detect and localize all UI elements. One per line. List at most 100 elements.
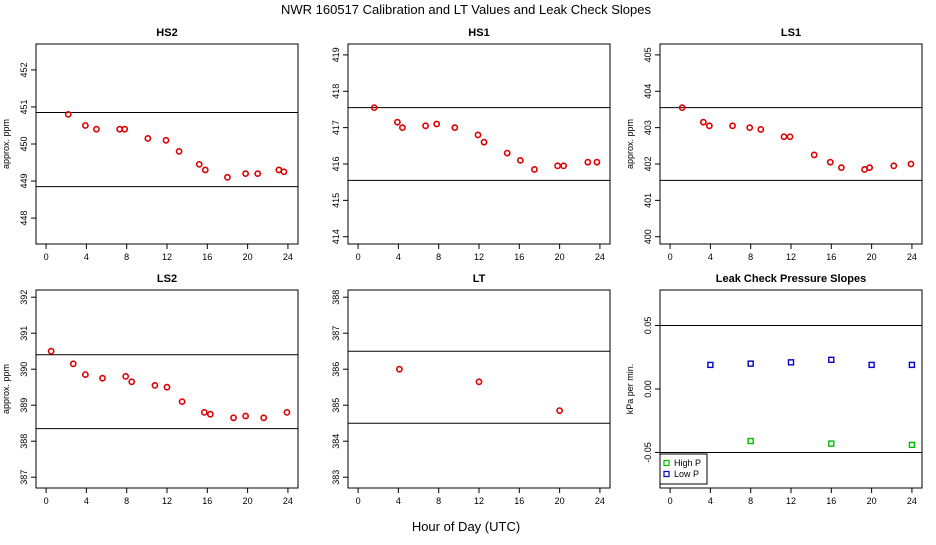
data-point bbox=[746, 124, 754, 132]
data-point bbox=[554, 162, 561, 170]
y-tick-label: 402 bbox=[643, 156, 653, 171]
data-point bbox=[254, 170, 262, 178]
data-point bbox=[503, 149, 511, 157]
data-point bbox=[99, 374, 106, 382]
legend-swatch bbox=[663, 470, 670, 478]
data-point bbox=[175, 148, 183, 155]
x-tick-label: 16 bbox=[202, 252, 212, 262]
x-tick-label: 12 bbox=[162, 252, 172, 262]
y-tick-label: 383 bbox=[331, 470, 341, 485]
data-point bbox=[757, 126, 765, 133]
data-point bbox=[908, 441, 916, 449]
chart-panel: HS1 0 4 8 12 16 20 24 414 415 416 417 418 419 bbox=[331, 27, 611, 262]
panel-title: LS2 bbox=[157, 273, 177, 285]
x-tick-label: 24 bbox=[595, 496, 605, 506]
data-point bbox=[47, 347, 55, 355]
y-axis-label: kPa per min. bbox=[625, 364, 635, 415]
x-tick-label: 4 bbox=[708, 496, 713, 506]
data-point bbox=[707, 361, 714, 369]
chart-panel: LS2 0 4 8 12 16 20 24 387 388 389 390 391 392 approx. … bbox=[1, 273, 299, 506]
x-tick-label: 24 bbox=[283, 496, 293, 506]
x-tick-label: 12 bbox=[786, 496, 796, 506]
y-axis-label: approx. ppm bbox=[625, 119, 635, 169]
data-point bbox=[370, 104, 378, 112]
data-point bbox=[556, 407, 564, 414]
data-point bbox=[480, 138, 488, 146]
data-point bbox=[705, 122, 713, 130]
chart-panel: LT 0 4 8 12 16 20 24 383 384 385 386 387 388 bbox=[331, 273, 611, 506]
data-point bbox=[747, 437, 754, 445]
y-tick-label: 415 bbox=[331, 193, 341, 208]
x-tick-label: 8 bbox=[124, 252, 129, 262]
y-tick-label: 405 bbox=[643, 47, 653, 62]
x-tick-label: 4 bbox=[396, 252, 401, 262]
data-point bbox=[224, 173, 231, 181]
data-point bbox=[393, 118, 401, 126]
data-point bbox=[747, 360, 754, 367]
y-axis-label: approx. ppm bbox=[1, 119, 11, 169]
x-tick-label: 4 bbox=[84, 496, 89, 506]
data-point bbox=[121, 125, 129, 133]
data-point bbox=[451, 124, 459, 132]
y-tick-label: 388 bbox=[331, 290, 341, 305]
y-tick-label: 404 bbox=[643, 84, 653, 99]
data-point bbox=[516, 156, 524, 164]
x-tick-label: 16 bbox=[514, 252, 524, 262]
y-tick-label: 0.05 bbox=[643, 317, 653, 335]
data-point bbox=[837, 164, 845, 172]
y-axis-label: approx. ppm bbox=[1, 364, 11, 414]
x-tick-label: 16 bbox=[826, 496, 836, 506]
figure-title: NWR 160517 Calibration and LT Values and… bbox=[281, 2, 651, 17]
x-axis-label: Hour of Day (UTC) bbox=[412, 519, 520, 534]
x-tick-label: 16 bbox=[514, 496, 524, 506]
data-point bbox=[560, 162, 568, 170]
y-tick-label: 451 bbox=[19, 99, 29, 114]
x-tick-label: 4 bbox=[396, 496, 401, 506]
data-point bbox=[729, 122, 736, 130]
plot-frame bbox=[35, 289, 299, 489]
chart-panel: LS1 0 4 8 12 16 20 24 400 401 402 403 404 405 approx. … bbox=[625, 27, 923, 262]
y-tick-label: 450 bbox=[19, 136, 29, 151]
chart-panel: HS2 0 4 8 12 16 20 24 448 449 450 451 452 approx. ppm bbox=[1, 27, 299, 262]
y-tick-label: 400 bbox=[643, 229, 653, 244]
plot-frame bbox=[347, 289, 611, 489]
x-tick-label: 24 bbox=[907, 252, 917, 262]
legend-label: Low P bbox=[674, 469, 699, 479]
data-point bbox=[280, 168, 288, 176]
y-tick-label: 448 bbox=[19, 211, 29, 226]
data-point bbox=[399, 124, 406, 132]
data-point bbox=[810, 151, 818, 159]
data-point bbox=[474, 131, 482, 139]
data-point bbox=[786, 133, 794, 141]
data-point bbox=[828, 356, 835, 364]
data-point bbox=[81, 122, 89, 129]
data-point bbox=[178, 398, 186, 405]
panel-title: Leak Check Pressure Slopes bbox=[716, 273, 866, 285]
data-point bbox=[475, 378, 483, 386]
data-point bbox=[242, 170, 249, 178]
data-point bbox=[162, 136, 170, 144]
x-tick-label: 8 bbox=[436, 252, 441, 262]
data-point bbox=[128, 378, 136, 386]
legend-swatch bbox=[663, 459, 670, 467]
x-tick-label: 12 bbox=[786, 252, 796, 262]
y-tick-label: -0.05 bbox=[643, 442, 653, 463]
x-tick-label: 20 bbox=[555, 496, 565, 506]
x-tick-label: 20 bbox=[243, 252, 253, 262]
data-point bbox=[890, 162, 898, 170]
data-point bbox=[195, 160, 203, 168]
x-tick-label: 24 bbox=[907, 496, 917, 506]
x-tick-label: 24 bbox=[595, 252, 605, 262]
x-tick-label: 8 bbox=[748, 496, 753, 506]
data-point bbox=[64, 110, 72, 118]
data-point bbox=[433, 120, 441, 128]
data-point bbox=[787, 359, 795, 366]
data-point bbox=[395, 365, 403, 373]
y-tick-label: 414 bbox=[331, 229, 341, 244]
data-point bbox=[584, 158, 592, 166]
data-point bbox=[122, 372, 130, 380]
data-point bbox=[826, 158, 834, 166]
x-tick-label: 12 bbox=[162, 496, 172, 506]
x-tick-label: 0 bbox=[44, 252, 49, 262]
x-tick-label: 12 bbox=[474, 252, 484, 262]
